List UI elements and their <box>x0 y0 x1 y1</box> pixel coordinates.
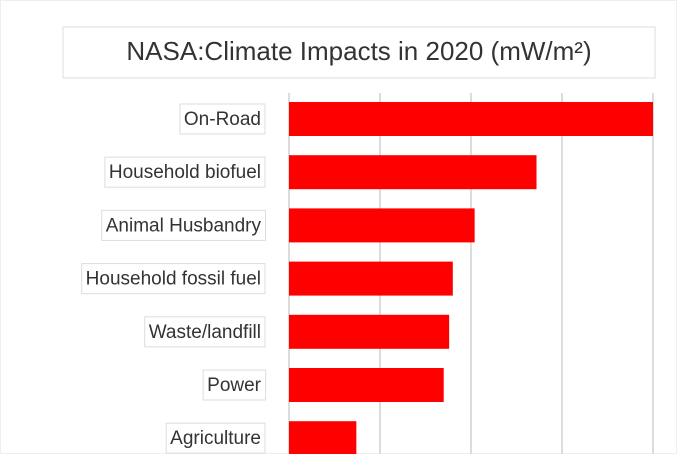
y-tick-label: Waste/landfill <box>149 322 261 343</box>
y-tick-label: Agriculture <box>170 428 261 449</box>
y-tick-label: Power <box>207 375 262 396</box>
bar <box>289 102 653 136</box>
bar <box>289 208 475 243</box>
y-tick-label: Household biofuel <box>109 162 261 183</box>
category-box <box>101 209 266 241</box>
bar <box>289 155 537 190</box>
category-box <box>165 422 266 454</box>
bar <box>289 314 450 349</box>
category-box <box>104 156 266 188</box>
category-box <box>144 316 266 348</box>
bar <box>289 261 453 296</box>
category-box <box>179 103 266 135</box>
category-box <box>81 263 266 295</box>
bar <box>289 421 357 454</box>
title-box <box>62 26 656 79</box>
y-tick-label: Animal Husbandry <box>106 215 262 236</box>
chart-title: NASA:Climate Impacts in 2020 (mW/m²) <box>126 36 591 66</box>
y-tick-label: On-Road <box>184 109 261 130</box>
bar <box>289 368 444 402</box>
y-tick-label: Household fossil fuel <box>86 269 261 290</box>
category-box <box>202 369 267 401</box>
